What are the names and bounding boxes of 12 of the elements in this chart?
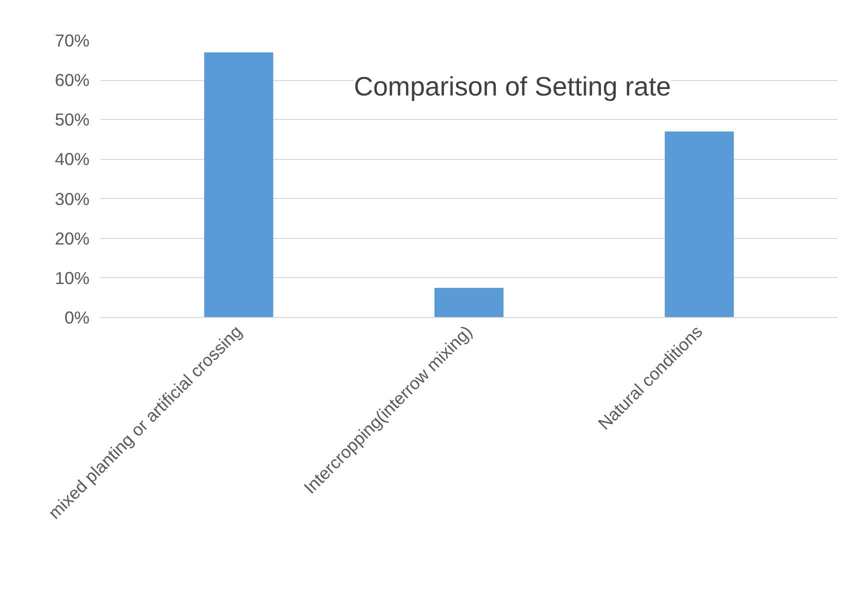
text: Comparison of Setting rate [354, 71, 671, 102]
y-tick-label: 20% [54, 228, 90, 248]
y-tick-label: 30% [54, 188, 90, 209]
bar [204, 52, 274, 318]
y-tick-label: 0% [64, 308, 90, 328]
bar [434, 288, 504, 318]
y-tick-label: 50% [54, 110, 90, 130]
y-tick-label: 70% [54, 30, 90, 50]
y-tick-label: 10% [54, 268, 90, 288]
y-tick-label: 40% [54, 149, 90, 170]
y-tick-label: 60% [54, 70, 90, 90]
bar [664, 132, 734, 318]
